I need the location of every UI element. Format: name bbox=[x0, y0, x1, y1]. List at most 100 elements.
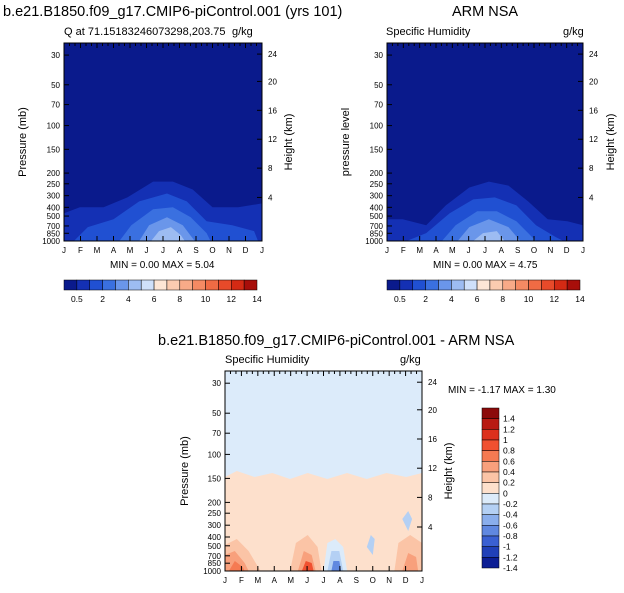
x-tick-label: O bbox=[209, 246, 215, 255]
x-tick-label: M bbox=[254, 576, 261, 585]
y-axis-title: pressure level bbox=[340, 108, 352, 176]
panel1-title: b.e21.B1850.f09_g17.CMIP6-piControl.001 … bbox=[3, 4, 343, 20]
panel2-plot: J F M A M J J A S O N D J 30 50 70 100 150 200 250 300 400500… bbox=[340, 42, 617, 255]
x-tick-label: J bbox=[467, 246, 471, 255]
colorbar-label: -0.8 bbox=[503, 531, 518, 541]
panel2-minmax: MIN = 0.00 MAX = 4.75 bbox=[433, 260, 538, 271]
x-tick-label: M bbox=[449, 246, 456, 255]
colorbar-label: 12 bbox=[550, 294, 560, 304]
y-tick-label: 50 bbox=[374, 81, 383, 90]
y-tick-label: 700 bbox=[47, 222, 61, 231]
y-tick-label: 200 bbox=[370, 169, 384, 178]
y-tick-label: 30 bbox=[212, 379, 221, 388]
colorbar-label: 14 bbox=[575, 294, 585, 304]
x-tick-label: A bbox=[111, 246, 117, 255]
colorbar-label: 0 bbox=[503, 488, 508, 498]
panel2-left-string: Specific Humidity bbox=[386, 26, 471, 38]
y-tick-label: 700 bbox=[208, 552, 222, 561]
x-tick-label: N bbox=[386, 576, 392, 585]
y-tick-label: 500 bbox=[370, 212, 384, 221]
x-tick-label: J bbox=[581, 246, 585, 255]
y-tick-label: 150 bbox=[208, 474, 222, 483]
colorbar-swatch bbox=[481, 450, 500, 462]
height-tick-label: 4 bbox=[268, 193, 273, 202]
colorbar-label: 0.4 bbox=[503, 467, 515, 477]
contour-fill-13 bbox=[402, 511, 413, 531]
x-tick-label: N bbox=[547, 246, 553, 255]
colorbar-swatch bbox=[481, 429, 500, 441]
y-tick-label: 200 bbox=[208, 498, 222, 507]
colorbar-swatch bbox=[481, 461, 500, 473]
y-tick-label: 700 bbox=[370, 222, 384, 231]
height-tick-label: 16 bbox=[428, 435, 437, 444]
x-tick-label: J bbox=[223, 576, 227, 585]
contour-fill-8 bbox=[228, 561, 245, 571]
panel1-units: g/kg bbox=[232, 26, 253, 38]
panel3-colorbar: 1.41.210.80.60.40.20-0.2-0.4-0.6-0.8-1-1… bbox=[481, 407, 518, 573]
y-tick-label: 50 bbox=[51, 81, 60, 90]
colorbar-label: -0.4 bbox=[503, 510, 518, 520]
y-tick-label: 100 bbox=[208, 450, 222, 459]
x-tick-label: J bbox=[62, 246, 66, 255]
panel3-minmax: MIN = -1.17 MAX = 1.30 bbox=[448, 385, 556, 396]
x-tick-label: A bbox=[433, 246, 439, 255]
x-tick-label: S bbox=[515, 246, 520, 255]
x-tick-label: J bbox=[322, 576, 326, 585]
x-tick-label: N bbox=[226, 246, 232, 255]
colorbar-label: 10 bbox=[524, 294, 534, 304]
height-tick-label: 12 bbox=[428, 464, 437, 473]
y-tick-label: 30 bbox=[51, 51, 60, 60]
x-tick-label: M bbox=[416, 246, 423, 255]
contour-fill-4 bbox=[151, 227, 185, 241]
y-tick-label: 250 bbox=[370, 180, 384, 189]
colorbar-label: 0.2 bbox=[503, 478, 515, 488]
x-tick-label: J bbox=[145, 246, 149, 255]
colorbar-label: 8 bbox=[500, 294, 505, 304]
y-tick-label: 500 bbox=[208, 542, 222, 551]
colorbar-swatch bbox=[481, 482, 500, 494]
x-tick-label: J bbox=[305, 576, 309, 585]
y-axis-title-right: Height (km) bbox=[443, 443, 455, 500]
panel1-colorbar: 0.5 2 4 6 8 10 12 14 bbox=[63, 279, 262, 304]
y-tick-label: 300 bbox=[208, 521, 222, 530]
y-tick-label: 300 bbox=[47, 192, 61, 201]
y-tick-label: 150 bbox=[370, 145, 384, 154]
panel1-left-string: Q at 71.15183246073298,203.75 bbox=[64, 26, 226, 38]
panel3-title: b.e21.B1850.f09_g17.CMIP6-piControl.001 … bbox=[158, 333, 515, 349]
colorbar-swatch bbox=[481, 514, 500, 526]
contour-fill-0 bbox=[225, 471, 422, 571]
y-tick-label: 100 bbox=[370, 122, 384, 131]
contour-fill-7 bbox=[301, 561, 314, 571]
height-tick-label: 4 bbox=[589, 193, 594, 202]
colorbar-label: 8 bbox=[177, 294, 182, 304]
colorbar-label: -0.2 bbox=[503, 499, 518, 509]
colorbar-swatch bbox=[481, 525, 500, 537]
y-tick-label: 200 bbox=[47, 169, 61, 178]
x-tick-label: S bbox=[193, 246, 198, 255]
y-axis-title: Pressure (mb) bbox=[179, 436, 191, 506]
colorbar-label: -1.2 bbox=[503, 552, 518, 562]
panel2-title: ARM NSA bbox=[452, 4, 519, 20]
x-tick-label: J bbox=[260, 246, 264, 255]
colorbar-swatch bbox=[481, 418, 500, 430]
panel2-units: g/kg bbox=[563, 26, 584, 38]
colorbar-label: -0.6 bbox=[503, 520, 518, 530]
y-tick-label: 850 bbox=[370, 229, 384, 238]
x-tick-label: J bbox=[420, 576, 424, 585]
x-tick-label: A bbox=[177, 246, 183, 255]
x-tick-label: M bbox=[127, 246, 134, 255]
colorbar-swatch bbox=[243, 279, 258, 291]
y-tick-label: 1000 bbox=[203, 567, 221, 576]
y-tick-label: 850 bbox=[208, 559, 222, 568]
colorbar-swatch bbox=[481, 535, 500, 547]
y-tick-label: 250 bbox=[208, 509, 222, 518]
y-tick-label: 70 bbox=[374, 101, 383, 110]
x-tick-label: F bbox=[239, 576, 244, 585]
colorbar-label: 1 bbox=[503, 435, 508, 445]
height-tick-label: 20 bbox=[589, 77, 598, 86]
y-tick-label: 400 bbox=[47, 203, 61, 212]
height-tick-label: 24 bbox=[268, 50, 277, 59]
y-tick-label: 400 bbox=[208, 533, 222, 542]
x-tick-label: M bbox=[94, 246, 101, 255]
